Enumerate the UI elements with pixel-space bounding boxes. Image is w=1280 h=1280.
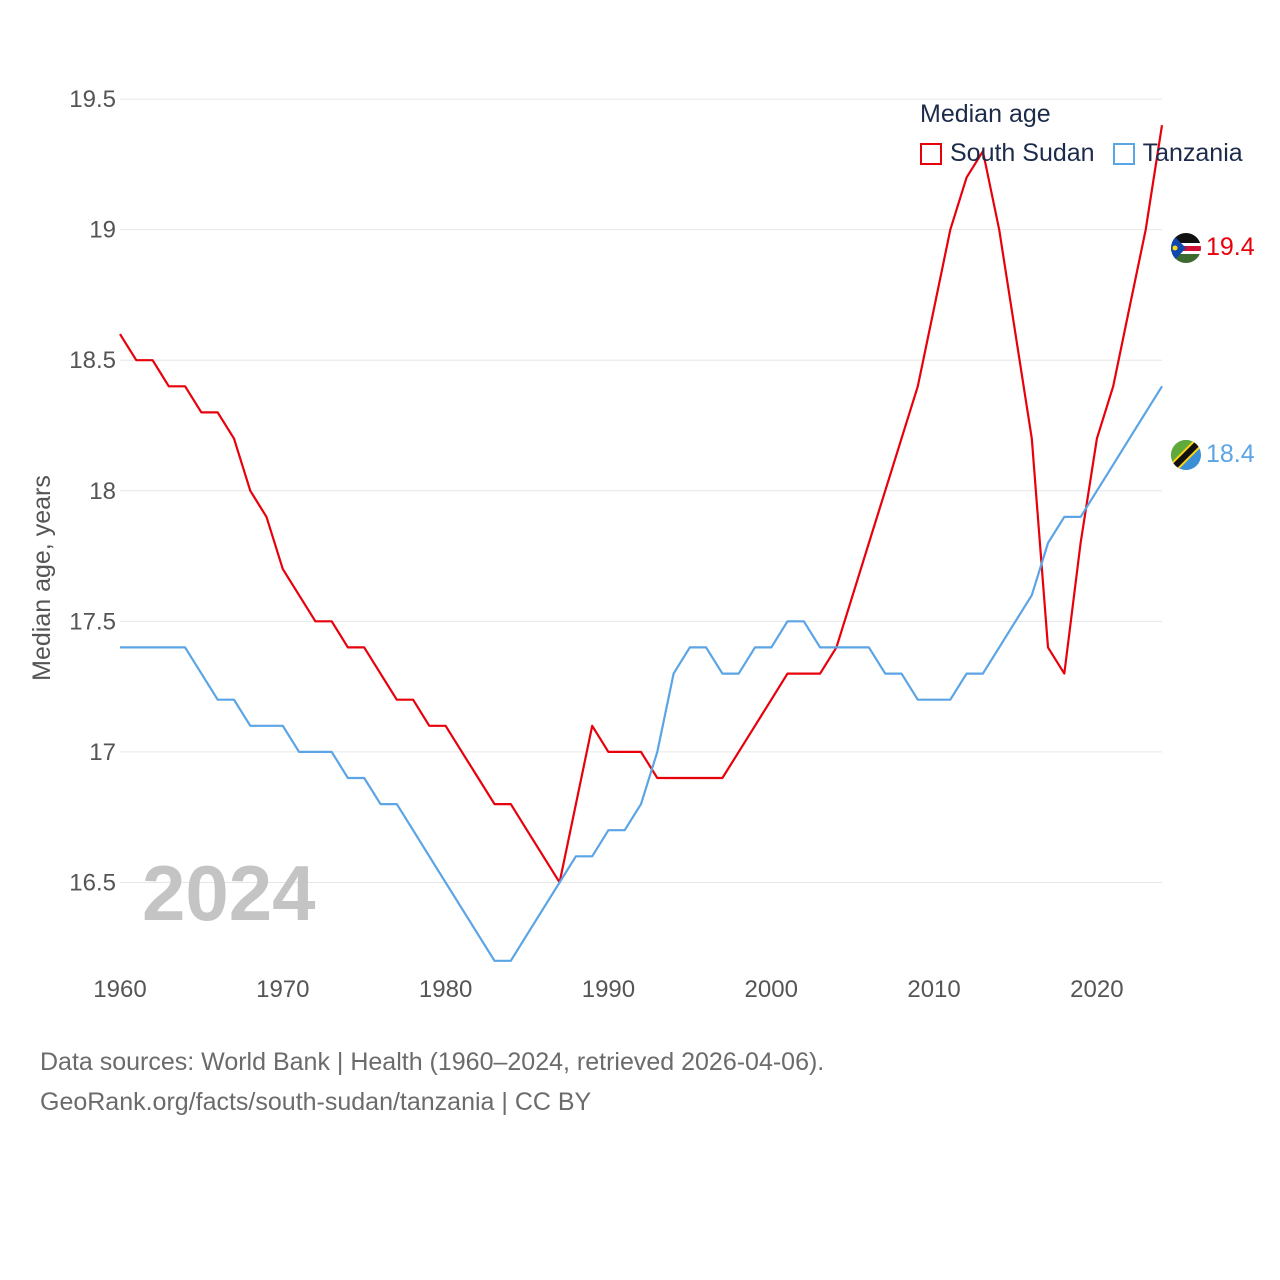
legend-label-south-sudan: South Sudan <box>950 139 1095 167</box>
source-line: Data sources: World Bank | Health (1960–… <box>40 1048 825 1076</box>
x-tick-label: 2000 <box>745 976 798 1003</box>
y-tick-label: 16.5 <box>69 869 116 896</box>
x-axis-ticks: 1960 1970 1980 1990 2000 2010 2020 <box>93 976 1123 1003</box>
x-tick-label: 1960 <box>93 976 146 1003</box>
license-link[interactable]: GeoRank.org/facts/south-sudan/tanzania |… <box>40 1088 592 1116</box>
series-line-south-sudan[interactable] <box>119 125 1164 884</box>
legend-item-south-sudan[interactable]: South Sudan <box>920 139 1095 168</box>
legend-swatch-south-sudan <box>920 142 942 165</box>
y-tick-label: 19.5 <box>69 86 116 113</box>
year-watermark: 2024 <box>142 849 316 937</box>
series-lines <box>119 125 1164 962</box>
source-footer: Data sources: World Bank | Health (1960–… <box>40 1042 824 1122</box>
tanzania-end-label: 18.4 <box>1206 440 1255 468</box>
x-tick-label: 1990 <box>582 976 635 1003</box>
y-tick-label: 17 <box>89 739 116 766</box>
x-tick-label: 1970 <box>256 976 309 1003</box>
y-axis-ticks: 16.5 17 17.5 18 18.5 19 19.5 <box>69 86 116 896</box>
y-tick-label: 19 <box>89 217 116 244</box>
y-tick-label: 17.5 <box>69 608 116 635</box>
x-tick-label: 2010 <box>907 976 960 1003</box>
gridlines <box>120 98 1162 883</box>
south-sudan-flag-icon <box>1171 233 1201 263</box>
legend-title: Median age <box>920 100 1051 128</box>
south-sudan-end-label: 19.4 <box>1206 233 1255 261</box>
legend-item-tanzania[interactable]: Tanzania <box>1112 139 1243 168</box>
legend: Median age South Sudan Tanzania <box>920 100 1243 168</box>
tanzania-flag-icon <box>1171 440 1201 470</box>
x-tick-label: 1980 <box>419 976 472 1003</box>
y-tick-label: 18.5 <box>69 347 116 374</box>
x-tick-label: 2020 <box>1070 976 1123 1003</box>
legend-swatch-tanzania <box>1112 142 1135 165</box>
legend-label-tanzania: Tanzania <box>1142 139 1243 167</box>
y-tick-label: 18 <box>89 478 116 505</box>
series-line-tanzania[interactable] <box>120 385 1163 962</box>
y-axis-label: Median age, years <box>28 475 56 681</box>
